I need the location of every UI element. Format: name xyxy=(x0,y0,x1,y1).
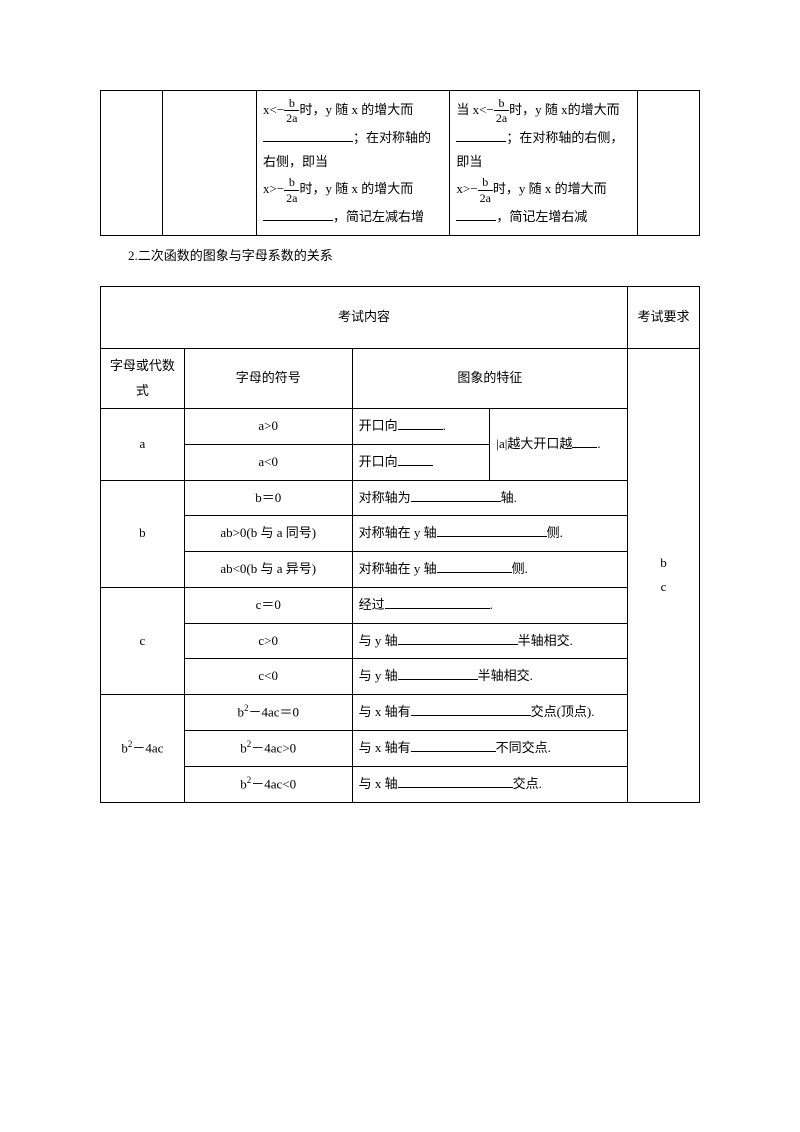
b-cond2: ab>0(b 与 a 同号) xyxy=(184,516,352,552)
section-title: 2.二次函数的图象与字母系数的关系 xyxy=(128,244,700,269)
a-right: |a|越大开口越. xyxy=(490,409,628,480)
behavior-left: x<−b2a时，y 随 x 的增大而 ；在对称轴的右侧，即当 x>−b2a时，y… xyxy=(256,91,449,236)
coefficient-table: 考试内容 考试要求 字母或代数式 字母的符号 图象的特征 bc a a>0 开口… xyxy=(100,286,700,803)
text: 当 x<− xyxy=(456,102,493,117)
col-feature: 图象的特征 xyxy=(352,349,628,409)
d-cond3: b2－4ac<0 xyxy=(184,766,352,802)
fraction: b2a xyxy=(494,96,509,126)
text: 时，y 随 x的增大而 xyxy=(509,102,620,117)
b-feat2: 对称轴在 y 轴侧. xyxy=(352,516,628,552)
c-cond1: c＝0 xyxy=(184,587,352,623)
blank-line xyxy=(456,141,506,142)
behavior-right: 当 x<−b2a时，y 随 x的增大而 ；在对称轴的右侧，即当 x>−b2a时，… xyxy=(450,91,637,236)
label-b: b xyxy=(101,480,185,587)
blank-line xyxy=(263,141,353,142)
text: x<− xyxy=(263,102,284,117)
text: 时，y 随 x 的增大而 xyxy=(299,181,413,196)
text: 时，y 随 x 的增大而 xyxy=(493,181,607,196)
label-c: c xyxy=(101,587,185,694)
fraction: b2a xyxy=(478,175,493,205)
d-cond1: b2－4ac＝0 xyxy=(184,694,352,730)
a-cond1: a>0 xyxy=(184,409,352,445)
text: x>− xyxy=(456,181,477,196)
blank-line xyxy=(456,220,496,221)
a-cond2: a<0 xyxy=(184,445,352,481)
text: 时，y 随 x 的增大而 xyxy=(299,102,413,117)
text: x>− xyxy=(263,181,284,196)
b-cond3: ab<0(b 与 a 异号) xyxy=(184,552,352,588)
c-cond2: c>0 xyxy=(184,623,352,659)
fraction: b2a xyxy=(284,96,299,126)
d-feat2: 与 x 轴有不同交点. xyxy=(352,730,628,766)
fraction: b2a xyxy=(284,175,299,205)
c-cond3: c<0 xyxy=(184,659,352,695)
label-discriminant: b2－4ac xyxy=(101,694,185,802)
d-feat1: 与 x 轴有交点(顶点). xyxy=(352,694,628,730)
c-feat2: 与 y 轴半轴相交. xyxy=(352,623,628,659)
blank-line xyxy=(263,220,333,221)
label-a: a xyxy=(101,409,185,480)
b-feat3: 对称轴在 y 轴侧. xyxy=(352,552,628,588)
blank-cell xyxy=(101,91,163,236)
col-letter: 字母或代数式 xyxy=(101,349,185,409)
header-req: 考试要求 xyxy=(628,287,700,349)
text: ；在对称轴的右侧，即当 xyxy=(456,130,623,170)
b-cond1: b＝0 xyxy=(184,480,352,516)
header-content: 考试内容 xyxy=(101,287,628,349)
b-feat1: 对称轴为轴. xyxy=(352,480,628,516)
continuation-table: x<−b2a时，y 随 x 的增大而 ；在对称轴的右侧，即当 x>−b2a时，y… xyxy=(100,90,700,236)
a-feat2: 开口向 xyxy=(352,445,490,481)
blank-cell xyxy=(637,91,699,236)
blank-cell xyxy=(163,91,257,236)
c-feat3: 与 y 轴半轴相交. xyxy=(352,659,628,695)
text: ，简记左减右增 xyxy=(333,209,424,224)
text: ；在对称轴的右侧，即当 xyxy=(263,130,431,170)
d-cond2: b2－4ac>0 xyxy=(184,730,352,766)
col-sign: 字母的符号 xyxy=(184,349,352,409)
a-feat1: 开口向. xyxy=(352,409,490,445)
text: ，简记左增右减 xyxy=(496,209,587,224)
d-feat3: 与 x 轴交点. xyxy=(352,766,628,802)
req-content: bc xyxy=(628,349,700,803)
c-feat1: 经过. xyxy=(352,587,628,623)
